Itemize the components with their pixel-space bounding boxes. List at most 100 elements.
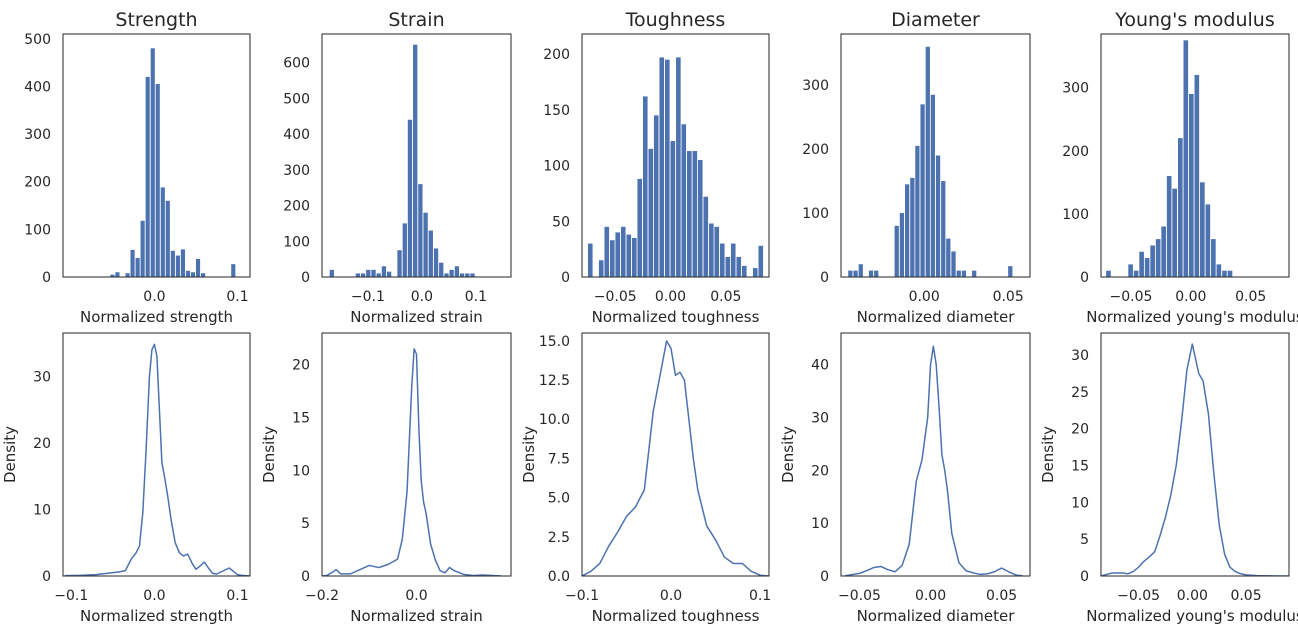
x-tick-label: 0.05 xyxy=(1230,588,1261,604)
curve-group xyxy=(1101,343,1289,576)
x-axis-label: Normalized strength xyxy=(80,607,233,625)
histogram-bar xyxy=(642,96,648,277)
histogram-bar xyxy=(894,225,899,277)
y-tick-label: 0 xyxy=(301,569,310,585)
histogram-bar xyxy=(231,264,236,277)
y-tick-label: 300 xyxy=(283,163,310,179)
histogram-bar xyxy=(135,257,140,277)
histogram-bar xyxy=(1133,270,1139,277)
curve-group xyxy=(845,345,1024,576)
histogram-bar xyxy=(329,269,334,277)
x-tick-label: 0.00 xyxy=(655,289,686,305)
x-tick-label: 0.0 xyxy=(405,588,427,604)
histogram-bar xyxy=(1172,188,1177,277)
histogram-bar xyxy=(1128,264,1133,277)
histogram-bar xyxy=(381,266,387,277)
y-tick-label: 25 xyxy=(1071,385,1089,401)
histogram-bar xyxy=(730,243,736,277)
subplot-title: Diameter xyxy=(891,9,980,31)
y-axis-label: Density xyxy=(260,426,278,483)
curve-group xyxy=(64,343,250,576)
histogram-bar xyxy=(920,104,925,277)
x-tick-label: −0.05 xyxy=(594,289,637,305)
histogram-bar xyxy=(1194,75,1200,277)
histogram-bar xyxy=(465,273,470,277)
axes-frame xyxy=(62,332,251,577)
density-plot-2: −0.2 0.0 0 5 10 15 20 Normalized strain Density xyxy=(260,332,512,625)
y-tick-label: 12.5 xyxy=(539,373,570,389)
density-curve xyxy=(1101,343,1289,576)
y-tick-label: 15 xyxy=(1071,459,1089,475)
bars-group xyxy=(329,44,475,277)
histogram-bar xyxy=(941,181,946,277)
y-tick-label: 200 xyxy=(24,175,51,191)
y-tick-label: 100 xyxy=(283,234,310,250)
histogram-bar xyxy=(418,184,423,277)
y-axis-label: Density xyxy=(1039,426,1057,483)
histogram-bar xyxy=(1222,270,1227,277)
axes-frame xyxy=(581,332,770,577)
x-tick-label: −0.05 xyxy=(838,588,881,604)
histogram-bar xyxy=(935,155,941,277)
histogram-bar xyxy=(632,237,637,277)
histogram-bar xyxy=(587,243,593,277)
y-tick-label: 200 xyxy=(802,142,829,158)
histogram-bar xyxy=(402,223,407,277)
x-tick-label: 0.05 xyxy=(1235,289,1266,305)
histogram-bar xyxy=(433,248,439,277)
histogram-bar xyxy=(709,223,714,277)
x-tick-label: −0.1 xyxy=(351,289,385,305)
histogram-bar xyxy=(150,48,155,277)
histogram-bar xyxy=(407,119,413,277)
x-tick-label: −0.05 xyxy=(1109,289,1152,305)
density-plot-1: −0.1 0.0 0.1 0 10 20 30 Normalized strength Dens… xyxy=(1,332,251,625)
histogram-bar xyxy=(1227,270,1233,277)
histogram-bar xyxy=(910,177,915,277)
histogram-bar xyxy=(454,266,460,277)
y-tick-label: 7.5 xyxy=(548,451,570,467)
histogram-bar xyxy=(1216,264,1222,277)
y-tick-label: 30 xyxy=(33,369,51,385)
y-tick-label: 0 xyxy=(561,270,570,286)
x-tick-label: 0.05 xyxy=(986,588,1017,604)
histogram-bar xyxy=(360,273,366,277)
y-tick-label: 200 xyxy=(543,47,570,63)
density-plot-5: −0.05 0.00 0.05 0 5 10 15 20 25 30 Normalized youn… xyxy=(1039,332,1298,625)
histogram-bar xyxy=(1211,239,1216,277)
density-curve xyxy=(64,343,250,576)
y-tick-label: 0 xyxy=(42,270,51,286)
histogram-bar xyxy=(1200,182,1205,277)
bars-group xyxy=(110,48,236,277)
histogram-3: −0.05 0.00 0.05 0 50 100 150 200 Toughness Normal… xyxy=(543,9,770,326)
y-tick-label: 100 xyxy=(1062,207,1089,223)
histogram-bar xyxy=(190,272,196,277)
histogram-bar xyxy=(598,260,604,277)
histogram-bar xyxy=(752,268,758,277)
y-tick-label: 200 xyxy=(1062,144,1089,160)
x-tick-label: 0.1 xyxy=(226,588,248,604)
x-axis-label: Normalized diameter xyxy=(857,607,1016,625)
axes-frame xyxy=(321,33,512,278)
histogram-bar xyxy=(868,270,874,277)
histogram-bar xyxy=(1150,245,1155,277)
histogram-bar xyxy=(195,258,201,277)
histogram-bar xyxy=(899,213,905,277)
histogram-bar xyxy=(874,270,879,277)
histogram-bar xyxy=(648,148,654,277)
y-tick-label: 500 xyxy=(24,32,51,48)
y-tick-label: 0 xyxy=(820,569,829,585)
histogram-bar xyxy=(170,250,175,277)
x-axis-label: Normalized toughness xyxy=(592,607,760,625)
x-tick-label: −0.1 xyxy=(54,588,88,604)
histogram-5: −0.05 0.00 0.05 0 100 200 300 Young's modulus No… xyxy=(1062,9,1298,326)
y-tick-label: 20 xyxy=(1071,422,1089,438)
x-axis-label: Normalized strength xyxy=(80,308,233,326)
axes-frame xyxy=(321,332,512,577)
x-tick-label: −0.1 xyxy=(565,588,599,604)
histogram-bar xyxy=(604,226,610,277)
histogram-bar xyxy=(1008,266,1013,277)
histogram-bar xyxy=(703,196,709,277)
histogram-bar xyxy=(115,272,120,277)
density-plot-3: −0.1 0.0 0.1 0.0 2.5 5.0 7.5 10.0 12.5 15.0 Normal… xyxy=(520,332,771,625)
y-tick-label: 15 xyxy=(292,411,310,427)
